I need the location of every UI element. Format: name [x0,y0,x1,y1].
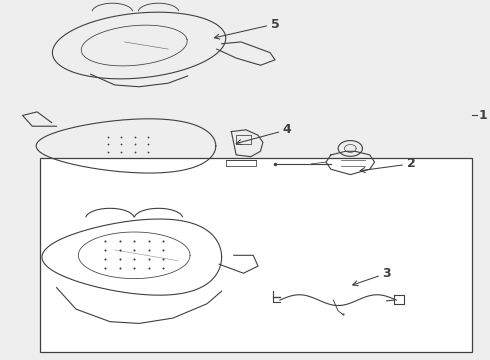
Text: 4: 4 [236,123,292,145]
Text: 1: 1 [479,109,488,122]
Text: 2: 2 [360,157,416,172]
Text: 5: 5 [215,18,279,39]
Text: 3: 3 [353,267,391,286]
Bar [40,158,472,352]
